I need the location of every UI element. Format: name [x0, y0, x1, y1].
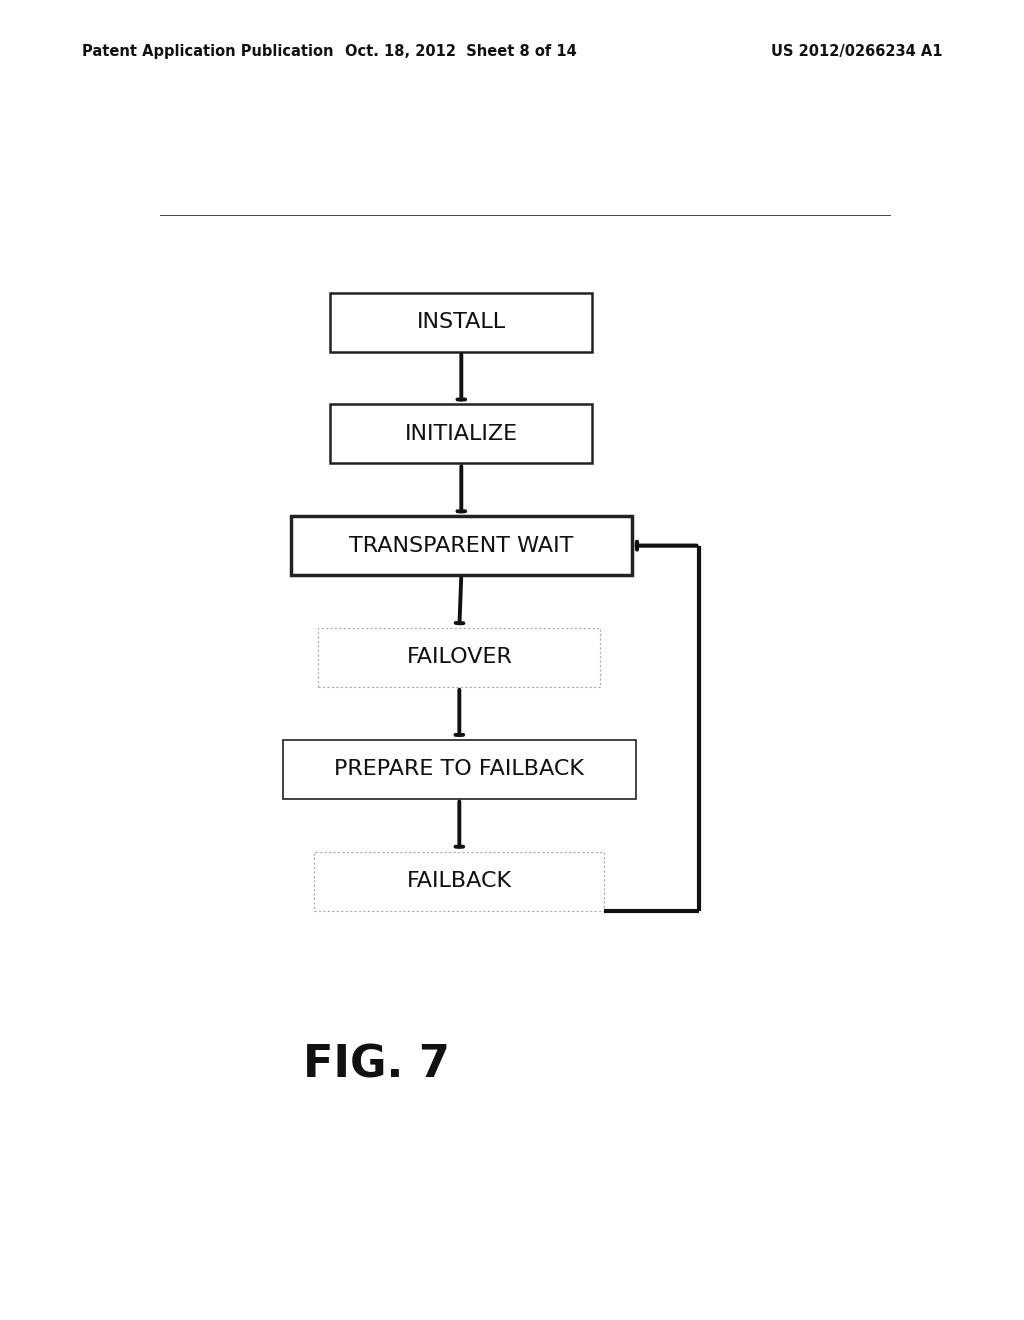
Bar — [314, 851, 604, 911]
Text: FAILOVER: FAILOVER — [407, 647, 512, 668]
Bar — [318, 628, 600, 686]
Bar — [331, 293, 592, 351]
Bar — [283, 739, 636, 799]
Bar — [291, 516, 632, 576]
Bar — [331, 404, 592, 463]
Text: FIG. 7: FIG. 7 — [303, 1044, 450, 1086]
Text: TRANSPARENT WAIT: TRANSPARENT WAIT — [349, 536, 573, 556]
Text: INSTALL: INSTALL — [417, 312, 506, 333]
Text: FAILBACK: FAILBACK — [407, 871, 512, 891]
Text: INITIALIZE: INITIALIZE — [404, 424, 518, 444]
Text: PREPARE TO FAILBACK: PREPARE TO FAILBACK — [334, 759, 585, 779]
Text: Oct. 18, 2012  Sheet 8 of 14: Oct. 18, 2012 Sheet 8 of 14 — [345, 44, 577, 59]
Text: Patent Application Publication: Patent Application Publication — [82, 44, 334, 59]
Text: US 2012/0266234 A1: US 2012/0266234 A1 — [771, 44, 942, 59]
